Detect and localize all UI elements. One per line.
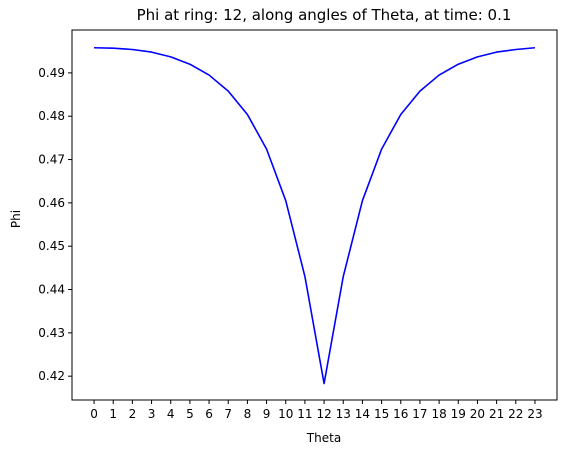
x-tick-label: 12	[316, 407, 331, 421]
x-tick-label: 4	[167, 407, 175, 421]
y-tick-label: 0.42	[38, 369, 65, 383]
x-tick-label: 11	[297, 407, 312, 421]
plot-area	[94, 46, 536, 385]
x-tick-label: 9	[263, 407, 271, 421]
x-tick-label: 23	[527, 407, 542, 421]
y-tick-label: 0.46	[38, 196, 65, 210]
x-tick-label: 7	[224, 407, 232, 421]
x-tick-label: 10	[278, 407, 293, 421]
x-tick-label: 16	[393, 407, 408, 421]
y-tick-label: 0.48	[38, 109, 65, 123]
x-tick-label: 21	[489, 407, 504, 421]
x-tick-label: 22	[508, 407, 523, 421]
y-tick-label: 0.43	[38, 326, 65, 340]
x-tick-label: 2	[129, 407, 137, 421]
x-axis-label: Theta	[306, 431, 341, 445]
x-tick-label: 13	[336, 407, 351, 421]
y-tick-label: 0.45	[38, 239, 65, 253]
x-tick-label: 19	[451, 407, 466, 421]
x-tick-label: 6	[205, 407, 213, 421]
y-tick-label: 0.49	[38, 66, 65, 80]
y-axis-label: Phi	[9, 210, 23, 228]
x-tick-label: 8	[244, 407, 252, 421]
x-axis: 0 1 2 3 4 5 6 7 8 9 10 11 12 13 14 15 16 17 18 19 20 21 22 23	[90, 400, 543, 421]
x-tick-label: 0	[90, 407, 98, 421]
x-tick-label: 20	[470, 407, 485, 421]
chart-title: Phi at ring: 12, along angles of Theta, …	[137, 6, 512, 24]
x-tick-label: 5	[186, 407, 194, 421]
x-tick-label: 18	[431, 407, 446, 421]
x-tick-label: 14	[355, 407, 370, 421]
plot-frame	[71, 29, 558, 401]
y-axis: 0.42 0.43 0.44 0.45 0.46 0.47 0.48 0.49	[38, 66, 72, 383]
y-tick-label: 0.44	[38, 283, 65, 297]
x-tick-label: 1	[109, 407, 117, 421]
x-tick-label: 15	[374, 407, 389, 421]
series-line	[94, 46, 536, 385]
y-tick-label: 0.47	[38, 153, 65, 167]
x-tick-label: 17	[412, 407, 427, 421]
x-tick-label: 3	[148, 407, 156, 421]
